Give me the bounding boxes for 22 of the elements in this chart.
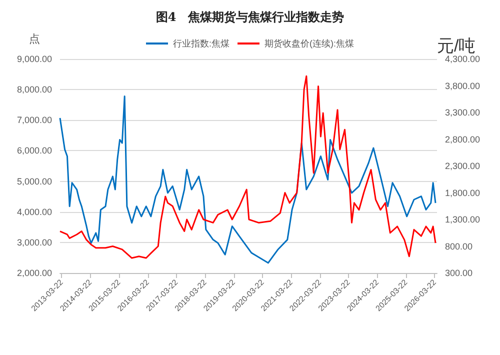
y2-tick-label: 300.00	[445, 268, 473, 278]
y-tick-label: 5,000.00	[16, 176, 52, 186]
y-tick-label: 9,000.00	[16, 54, 52, 64]
y-tick-label: 7,000.00	[16, 115, 52, 126]
y2-axis-title: 元/吨	[437, 36, 476, 56]
y-axis-title: 点	[29, 32, 40, 46]
y-tick-label: 3,000.00	[16, 237, 52, 248]
y2-tick-label: 1,800.00	[445, 188, 480, 198]
y-tick-label: 4,000.00	[16, 206, 52, 217]
y-tick-label: 6,000.00	[16, 146, 52, 156]
chart-title: 图4 焦煤期货与焦煤行业指数走势	[156, 10, 344, 24]
y2-tick-label: 2,800.00	[445, 134, 480, 144]
legend-label: 期货收盘价(连续):焦煤	[264, 38, 354, 48]
legend-label: 行业指数:焦煤	[173, 38, 230, 48]
y2-tick-label: 3,300.00	[445, 108, 480, 118]
y2-tick-label: 2,300.00	[445, 161, 480, 171]
y-tick-label: 2,000.00	[16, 268, 52, 278]
y2-tick-label: 3,800.00	[445, 80, 480, 91]
y2-tick-label: 800.00	[445, 241, 473, 252]
y2-tick-label: 4,300.00	[445, 54, 480, 64]
y2-tick-label: 1,300.00	[445, 214, 480, 224]
y-tick-label: 8,000.00	[16, 84, 52, 95]
